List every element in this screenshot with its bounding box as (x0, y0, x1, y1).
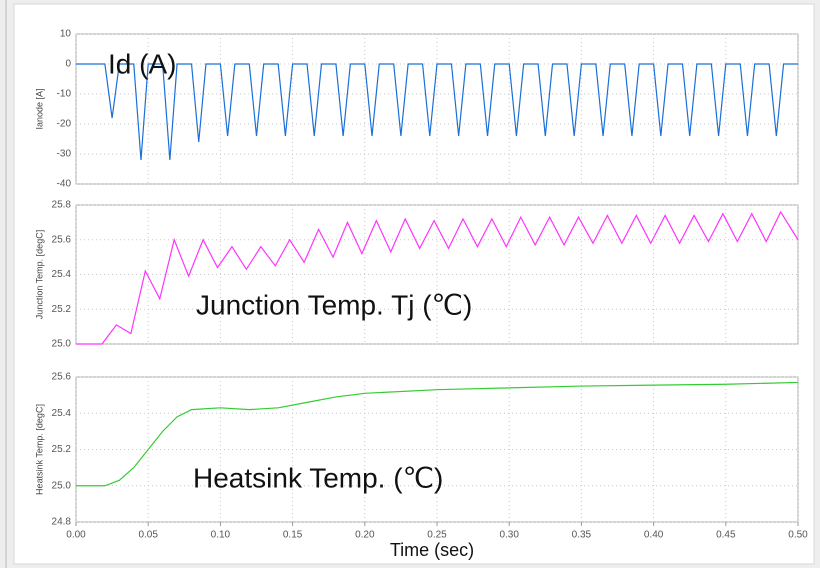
plot-area (75, 33, 799, 185)
y-tick-label: 25.0 (52, 339, 72, 350)
x-tick-label: 0.45 (716, 530, 736, 541)
y-tick-label: 25.0 (52, 480, 72, 491)
y-tick-label: 25.8 (52, 200, 72, 211)
y-tick-label: -40 (57, 179, 72, 190)
x-tick-label: 0.10 (211, 530, 231, 541)
x-tick-label: 0.35 (572, 530, 592, 541)
x-axis-label: Time (sec) (390, 540, 474, 560)
y-tick-label: -30 (57, 149, 72, 160)
y-tick-label: 25.4 (52, 408, 72, 419)
y-tick-label: 25.4 (52, 269, 72, 280)
x-tick-label: 0.20 (355, 530, 375, 541)
y-tick-label: -20 (57, 119, 72, 130)
y-tick-label: -10 (57, 89, 72, 100)
y-tick-label: 25.2 (52, 444, 72, 455)
x-tick-label: 0.15 (283, 530, 303, 541)
x-tick-label: 0.50 (788, 530, 808, 541)
data-line (76, 381, 799, 487)
annotation: Id (A) (108, 48, 176, 79)
y-tick-label: 25.6 (52, 372, 72, 383)
x-tick-label: 0.00 (66, 530, 86, 541)
y-tick-label: 25.2 (52, 304, 72, 315)
annotation: Heatsink Temp. (℃) (193, 462, 443, 493)
y-tick-label: 0 (65, 59, 71, 70)
data-line (76, 210, 799, 345)
y-tick-label: 24.8 (52, 517, 72, 528)
y-tick-label: 10 (60, 29, 72, 40)
y-axis-label: Junction Temp. [degC] (34, 230, 44, 319)
annotation: Junction Temp. Tj (℃) (196, 289, 472, 320)
x-tick-label: 0.25 (427, 530, 447, 541)
data-line (76, 63, 798, 161)
x-tick-label: 0.30 (499, 530, 519, 541)
y-axis-label: Heatsink Temp. [degC] (34, 404, 44, 495)
x-tick-label: 0.40 (644, 530, 664, 541)
x-tick-label: 0.05 (138, 530, 158, 541)
y-tick-label: 25.6 (52, 234, 72, 245)
y-axis-label: Ianode [A] (34, 88, 44, 129)
